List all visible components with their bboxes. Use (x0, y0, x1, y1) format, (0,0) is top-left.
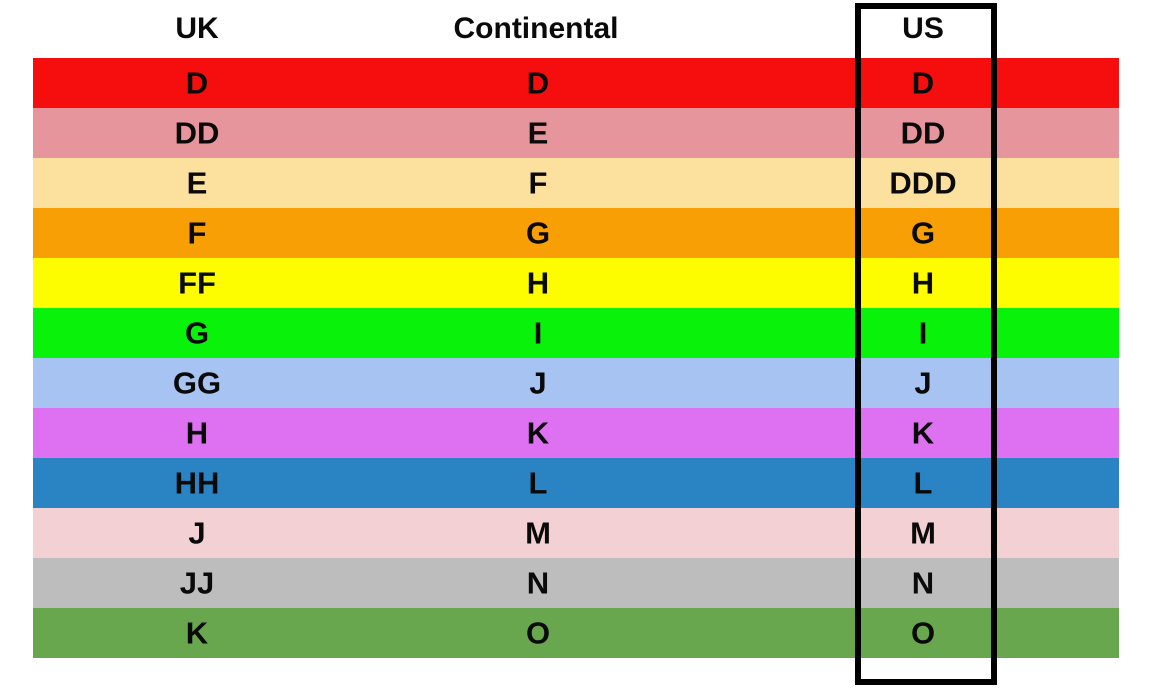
cell-continental: I (533, 315, 543, 351)
cell-us: H (911, 265, 935, 301)
conversion-table: D D D DD E DD E F DDD F G G FF H H G I I (33, 58, 1119, 658)
table-row: G I I (33, 308, 1119, 358)
table-row: HH L L (33, 458, 1119, 508)
cell-continental: E (527, 115, 549, 151)
cell-us: I (918, 315, 928, 351)
cell-us: D (911, 65, 935, 101)
table-row: K O O (33, 608, 1119, 658)
table-row: DD E DD (33, 108, 1119, 158)
cell-uk: HH (174, 465, 220, 501)
table-row: GG J J (33, 358, 1119, 408)
table-row: H K K (33, 408, 1119, 458)
cell-uk: FF (178, 265, 216, 301)
cell-continental: J (529, 365, 547, 401)
cell-uk: D (185, 65, 209, 101)
table-row: JJ N N (33, 558, 1119, 608)
cell-uk: F (187, 215, 207, 251)
cell-us: DDD (889, 165, 957, 201)
cell-continental: N (526, 565, 550, 601)
cell-us: J (914, 365, 932, 401)
cell-uk: JJ (179, 565, 215, 601)
cell-continental: O (525, 615, 551, 651)
cell-continental: D (526, 65, 550, 101)
cell-us: O (910, 615, 936, 651)
cell-uk: G (184, 315, 210, 351)
column-headers: UK Continental US (0, 0, 1164, 57)
cell-continental: G (525, 215, 551, 251)
cell-us: L (913, 465, 933, 501)
cell-us: M (910, 515, 936, 551)
cell-uk: E (186, 165, 208, 201)
cell-us: DD (900, 115, 946, 151)
table-row: D D D (33, 58, 1119, 108)
cell-us: K (911, 415, 935, 451)
cell-us: N (911, 565, 935, 601)
table-row: F G G (33, 208, 1119, 258)
cell-uk: GG (172, 365, 222, 401)
cell-continental: F (528, 165, 548, 201)
cell-us: G (910, 215, 936, 251)
cell-continental: K (526, 415, 550, 451)
column-header-continental: Continental (453, 12, 619, 45)
table-row: E F DDD (33, 158, 1119, 208)
cell-continental: L (528, 465, 548, 501)
cell-continental: M (525, 515, 551, 551)
column-header-us: US (902, 12, 944, 45)
table-row: FF H H (33, 258, 1119, 308)
cell-uk: DD (174, 115, 220, 151)
column-header-uk: UK (175, 12, 219, 45)
cell-uk: J (188, 515, 206, 551)
cell-continental: H (526, 265, 550, 301)
cell-uk: H (185, 415, 209, 451)
table-row: J M M (33, 508, 1119, 558)
cell-uk: K (185, 615, 209, 651)
